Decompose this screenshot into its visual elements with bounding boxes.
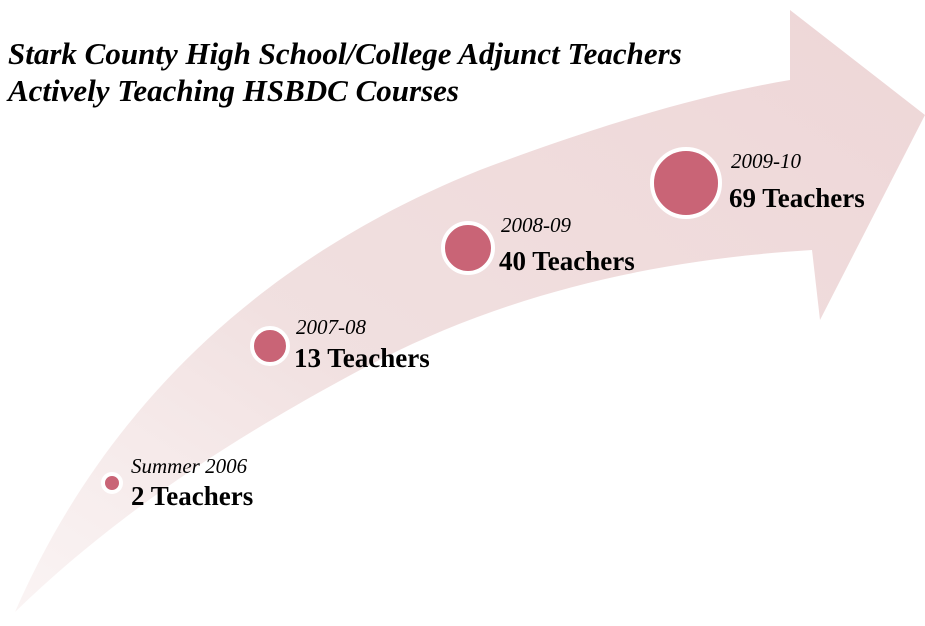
node-label: 2 Teachers	[131, 481, 253, 511]
title-line: Stark County High School/College Adjunct…	[8, 36, 682, 71]
node-period: 2008-09	[501, 213, 571, 237]
node-period: Summer 2006	[131, 454, 248, 478]
node-dot	[650, 147, 722, 219]
node-period: 2009-10	[731, 149, 801, 173]
node-dot	[250, 326, 290, 366]
node-label: 40 Teachers	[499, 246, 635, 276]
node-dot	[101, 472, 123, 494]
title-line: Actively Teaching HSBDC Courses	[6, 73, 459, 108]
node-period: 2007-08	[296, 315, 366, 339]
node-label: 13 Teachers	[294, 343, 430, 373]
node-label: 69 Teachers	[729, 183, 865, 213]
node-dot	[441, 221, 495, 275]
